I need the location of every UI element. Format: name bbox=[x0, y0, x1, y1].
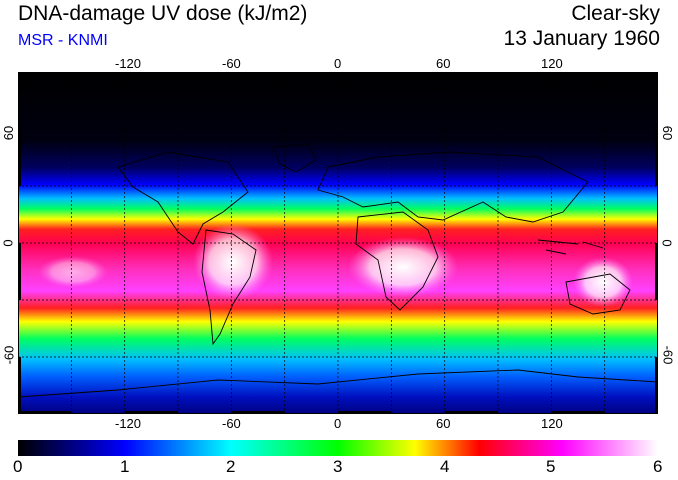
uv-dose-map bbox=[18, 72, 658, 414]
coast-australia bbox=[565, 273, 631, 315]
colorbar-label: 3 bbox=[333, 457, 343, 476]
lat-tick-right: 0 bbox=[659, 239, 675, 247]
colorbar-label: 5 bbox=[546, 457, 556, 476]
gridlines bbox=[18, 72, 658, 414]
lat-tick-left: 60 bbox=[1, 125, 17, 141]
lon-tick-top: 60 bbox=[436, 56, 451, 71]
data-source-label: MSR - KNMI bbox=[18, 32, 108, 49]
lon-tick-bottom: -120 bbox=[115, 416, 142, 431]
coast-africa bbox=[355, 211, 439, 311]
map-border-ticks bbox=[18, 72, 658, 414]
coastlines bbox=[18, 143, 658, 398]
lon-tick-bottom: -60 bbox=[222, 416, 241, 431]
colorbar-label: 2 bbox=[226, 457, 236, 476]
map-title: DNA-damage UV dose (kJ/m2) bbox=[18, 2, 308, 25]
coast-north-america bbox=[117, 151, 249, 245]
hotspot-australia bbox=[573, 257, 633, 307]
colorbar-label: 0 bbox=[13, 457, 23, 476]
colorbar-label: 4 bbox=[440, 457, 450, 476]
hotspot-africa bbox=[348, 237, 458, 297]
lon-tick-bottom: 60 bbox=[436, 416, 451, 431]
lat-tick-left: 0 bbox=[0, 239, 16, 247]
coast-south-america bbox=[201, 229, 257, 346]
lon-tick-top: -60 bbox=[222, 56, 241, 71]
coast-antarctica bbox=[18, 369, 658, 398]
colorbar bbox=[18, 440, 658, 456]
hotspot-pacific bbox=[38, 256, 108, 288]
lat-tick-right: 60 bbox=[660, 125, 676, 141]
coast-greenland bbox=[272, 143, 317, 173]
lon-tick-top: -120 bbox=[115, 56, 142, 71]
lon-tick-bottom: 0 bbox=[334, 416, 342, 431]
sky-condition-label: Clear-sky bbox=[571, 2, 660, 25]
lon-tick-bottom: 120 bbox=[541, 416, 563, 431]
lon-tick-top: 120 bbox=[541, 56, 563, 71]
colorbar-label: 6 bbox=[653, 457, 663, 476]
lon-tick-top: 0 bbox=[334, 56, 342, 71]
lat-tick-left: -60 bbox=[1, 345, 17, 365]
date-label: 13 January 1960 bbox=[503, 27, 660, 50]
lat-tick-right: -60 bbox=[660, 345, 676, 365]
colorbar-label: 1 bbox=[120, 457, 130, 476]
coast-eurasia bbox=[317, 151, 589, 223]
hotspot-south-america bbox=[193, 224, 273, 300]
